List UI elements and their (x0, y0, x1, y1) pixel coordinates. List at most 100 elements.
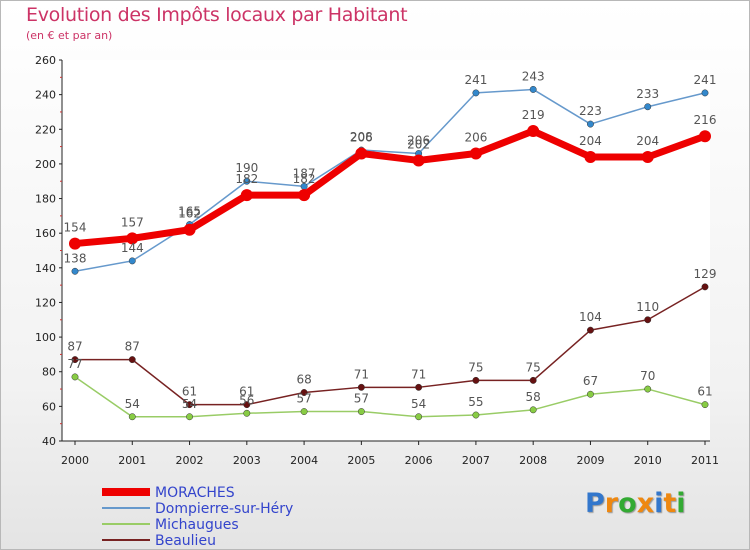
data-label: 54 (125, 397, 140, 411)
legend: MORACHESDompierre-sur-HéryMichauguesBeau… (102, 485, 293, 549)
data-label: 67 (583, 374, 598, 388)
y-tick-label: 180 (35, 193, 56, 206)
data-point (412, 154, 425, 167)
series-line (71, 127, 709, 248)
data-label: 61 (182, 385, 197, 399)
data-label: 110 (636, 300, 659, 314)
data-label: 190 (235, 161, 258, 175)
data-point (300, 389, 308, 396)
data-point (71, 373, 79, 381)
data-label: 77 (67, 357, 82, 371)
data-label: 241 (464, 73, 487, 87)
legend-label: Beaulieu (155, 533, 216, 549)
data-label: 104 (579, 310, 602, 324)
data-label: 154 (64, 221, 87, 235)
data-point (240, 189, 253, 202)
series-line (74, 286, 706, 406)
data-point (300, 408, 308, 416)
x-tick-label: 2000 (61, 454, 89, 467)
data-label: 56 (239, 393, 254, 407)
x-tick-label: 2007 (462, 454, 490, 467)
y-tick-label: 60 (42, 400, 56, 413)
logo-letter: x (636, 488, 655, 519)
data-label: 87 (67, 340, 82, 354)
data-point (355, 147, 368, 160)
data-point (357, 408, 365, 416)
data-point (699, 130, 711, 143)
x-tick-label: 2005 (347, 454, 375, 467)
chart-title: Evolution des Impôts locaux par Habitant (26, 4, 408, 26)
y-tick-label: 260 (35, 54, 56, 67)
x-tick-label: 2010 (634, 454, 662, 467)
data-label: 61 (239, 385, 254, 399)
data-point (644, 316, 652, 324)
x-tick-label: 2003 (233, 454, 261, 467)
data-point (587, 390, 594, 398)
data-point (128, 356, 136, 364)
y-tick-label: 240 (35, 89, 56, 102)
series-michaugues (71, 373, 709, 421)
logo-letter: i (654, 488, 664, 519)
logo-letter: t (663, 488, 677, 519)
data-label: 241 (694, 73, 717, 87)
data-label: 182 (235, 172, 258, 186)
data-label: 219 (522, 108, 545, 122)
data-point (183, 223, 196, 236)
data-label: 206 (464, 131, 487, 145)
data-label: 54 (411, 397, 426, 411)
data-label: 144 (121, 241, 144, 255)
data-point (587, 326, 594, 334)
x-tick-label: 2011 (691, 454, 719, 467)
plot-area (62, 60, 710, 441)
x-tick-label: 2009 (576, 454, 604, 467)
data-point (69, 237, 81, 250)
data-label: 57 (354, 392, 369, 406)
data-label: 87 (125, 340, 140, 354)
legend-label: Dompierre-sur-Héry (155, 501, 293, 517)
data-label: 204 (636, 134, 659, 148)
y-tick-label: 100 (35, 331, 56, 344)
chart-subtitle: (en € et par an) (26, 29, 113, 42)
data-point (529, 376, 537, 384)
data-label: 75 (526, 360, 541, 374)
data-point (644, 385, 652, 393)
data-point (587, 120, 594, 128)
logo-letter: r (604, 488, 619, 519)
data-point (243, 409, 251, 417)
data-point (701, 401, 709, 409)
data-label: 157 (121, 215, 144, 229)
y-tick-label: 200 (35, 158, 56, 171)
data-label: 223 (579, 104, 602, 118)
data-label: 206 (350, 131, 373, 145)
y-tick-label: 120 (35, 296, 56, 309)
data-label: 57 (296, 392, 311, 406)
data-label: 68 (296, 373, 311, 387)
data-label: 71 (354, 367, 369, 381)
data-label: 165 (178, 205, 201, 219)
data-label: 204 (579, 134, 602, 148)
data-label: 233 (636, 87, 659, 101)
logo-letter: o (618, 488, 637, 519)
data-point (529, 85, 537, 93)
data-point (472, 411, 480, 419)
data-point (415, 383, 423, 391)
data-point (701, 89, 709, 97)
legend-label: Michaugues (155, 517, 239, 533)
data-point (529, 406, 537, 414)
data-label: 71 (411, 367, 426, 381)
data-point (71, 356, 79, 364)
series-lines (69, 85, 711, 421)
data-point (701, 283, 709, 291)
axes: 40 60 80 100 120 140 160 180 200 220 240 260 2000 200… (35, 54, 719, 467)
data-point (527, 125, 540, 138)
series-line (74, 376, 706, 418)
y-tick-label: 40 (42, 435, 56, 448)
data-label: 208 (350, 130, 373, 144)
y-tick-label: 220 (35, 123, 56, 136)
logo-letter: i (676, 488, 686, 519)
data-point (469, 147, 482, 160)
y-tick-label: 80 (42, 366, 56, 379)
data-label: 55 (468, 395, 483, 409)
y-tick-label: 140 (35, 262, 56, 275)
data-point (415, 413, 423, 421)
